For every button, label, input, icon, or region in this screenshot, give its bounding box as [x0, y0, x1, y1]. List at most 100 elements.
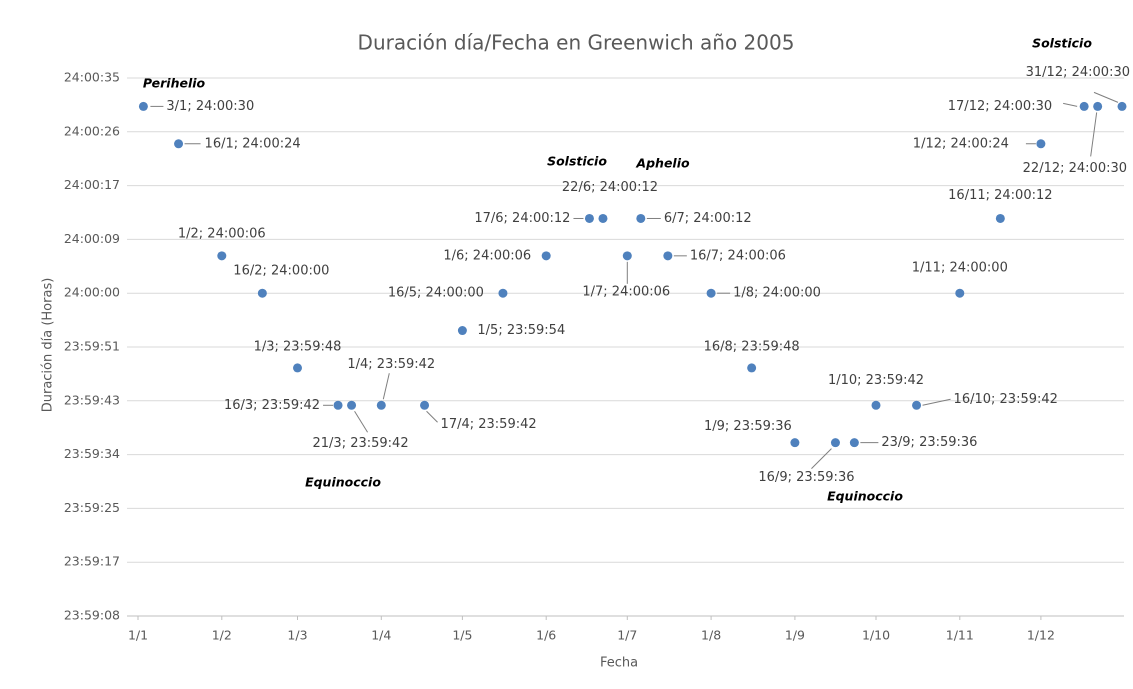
data-point	[955, 288, 965, 298]
x-tick-label: 1/2	[212, 628, 232, 643]
data-point	[622, 251, 632, 261]
x-tick-label: 1/1	[128, 628, 148, 643]
data-point	[706, 288, 716, 298]
data-label: 22/6; 24:00:12	[562, 180, 658, 195]
leader-line	[354, 411, 368, 433]
annotation: Equinoccio	[827, 489, 903, 504]
annotation: Solsticio	[1032, 36, 1092, 51]
data-label: 1/5; 23:59:54	[477, 323, 565, 338]
data-point	[830, 438, 840, 448]
x-tick-label: 1/9	[785, 628, 805, 643]
y-axis-title: Duración día (Horas)	[41, 278, 56, 413]
x-tick-label: 1/5	[452, 628, 472, 643]
data-label: 16/10; 23:59:42	[954, 392, 1058, 407]
x-axis-title: Fecha	[600, 656, 638, 671]
data-label: 16/2; 24:00:00	[233, 264, 329, 279]
leader-line	[1093, 91, 1119, 103]
data-label: 16/11; 24:00:12	[948, 188, 1052, 203]
data-point	[849, 438, 859, 448]
annotation: Equinoccio	[305, 475, 381, 490]
x-tick-label: 1/8	[701, 628, 721, 643]
leader-line	[811, 448, 832, 469]
y-tick-label: 23:59:25	[64, 500, 120, 515]
data-point	[663, 251, 673, 261]
leader-line	[426, 410, 438, 423]
data-label: 16/5; 24:00:00	[388, 286, 484, 301]
data-point	[138, 101, 148, 111]
data-point	[292, 363, 302, 373]
data-point	[347, 400, 357, 410]
data-point	[598, 213, 608, 223]
data-label: 16/3; 23:59:42	[224, 398, 320, 413]
y-tick-label: 24:00:09	[64, 231, 120, 246]
data-label: 1/11; 24:00:00	[912, 261, 1008, 276]
data-label: 1/10; 23:59:42	[828, 373, 924, 388]
x-tick-label: 1/11	[946, 628, 974, 643]
data-point	[636, 213, 646, 223]
data-point	[995, 213, 1005, 223]
data-point	[257, 288, 267, 298]
data-point	[376, 400, 386, 410]
data-label: 23/9; 23:59:36	[881, 435, 977, 450]
data-label: 1/9; 23:59:36	[704, 419, 792, 434]
data-label: 1/4; 23:59:42	[347, 357, 435, 372]
y-tick-label: 23:59:08	[64, 608, 120, 623]
data-point	[871, 400, 881, 410]
leader-line	[1063, 102, 1078, 107]
data-point	[541, 251, 551, 261]
data-label: 1/3; 23:59:48	[254, 339, 342, 354]
data-point	[333, 400, 343, 410]
y-tick-label: 23:59:34	[64, 446, 120, 461]
data-point	[457, 326, 467, 336]
data-point	[584, 213, 594, 223]
y-tick-label: 24:00:00	[64, 285, 120, 300]
data-label: 1/8; 24:00:00	[733, 286, 821, 301]
data-label: 17/12; 24:00:30	[948, 99, 1052, 114]
data-point	[498, 288, 508, 298]
data-point	[1117, 101, 1127, 111]
x-tick-label: 1/4	[371, 628, 391, 643]
y-tick-label: 24:00:17	[64, 177, 120, 192]
data-point	[1036, 139, 1046, 149]
data-point	[1093, 101, 1103, 111]
data-point	[1079, 101, 1089, 111]
data-point	[790, 438, 800, 448]
data-label: 17/6; 24:00:12	[474, 211, 570, 226]
data-point	[912, 400, 922, 410]
x-tick-label: 1/3	[287, 628, 307, 643]
y-tick-label: 23:59:17	[64, 554, 120, 569]
chart-title: Duración día/Fecha en Greenwich año 2005	[358, 31, 795, 55]
data-label: 16/7; 24:00:06	[690, 248, 786, 263]
leader-line	[382, 373, 390, 400]
data-label: 1/12; 24:00:24	[913, 136, 1009, 151]
data-point	[174, 139, 184, 149]
y-tick-label: 23:59:51	[64, 339, 120, 354]
data-point	[217, 251, 227, 261]
y-tick-label: 24:00:35	[64, 70, 120, 85]
annotation: Aphelio	[635, 156, 690, 171]
annotation: Perihelio	[143, 76, 206, 91]
data-label: 1/6; 24:00:06	[443, 248, 531, 263]
x-tick-label: 1/7	[617, 628, 637, 643]
data-label: 31/12; 24:00:30	[1026, 65, 1130, 80]
annotation: Solsticio	[547, 154, 607, 169]
data-label: 21/3; 23:59:42	[313, 436, 409, 451]
data-label: 3/1; 24:00:30	[166, 99, 254, 114]
x-tick-label: 1/12	[1027, 628, 1055, 643]
data-label: 6/7; 24:00:12	[664, 211, 752, 226]
data-label: 1/7; 24:00:06	[582, 284, 670, 299]
leader-line	[1090, 112, 1098, 157]
x-tick-label: 1/10	[862, 628, 890, 643]
data-point	[747, 363, 757, 373]
x-tick-label: 1/6	[536, 628, 556, 643]
data-label: 16/8; 23:59:48	[704, 339, 800, 354]
data-label: 1/2; 24:00:06	[178, 226, 266, 241]
data-label: 16/9; 23:59:36	[758, 470, 854, 485]
y-tick-label: 24:00:26	[64, 123, 120, 138]
leader-line	[922, 398, 951, 406]
data-label: 17/4; 23:59:42	[441, 417, 537, 432]
data-label: 16/1; 24:00:24	[205, 136, 301, 151]
data-label: 22/12; 24:00:30	[1023, 161, 1127, 176]
y-tick-label: 23:59:43	[64, 392, 120, 407]
